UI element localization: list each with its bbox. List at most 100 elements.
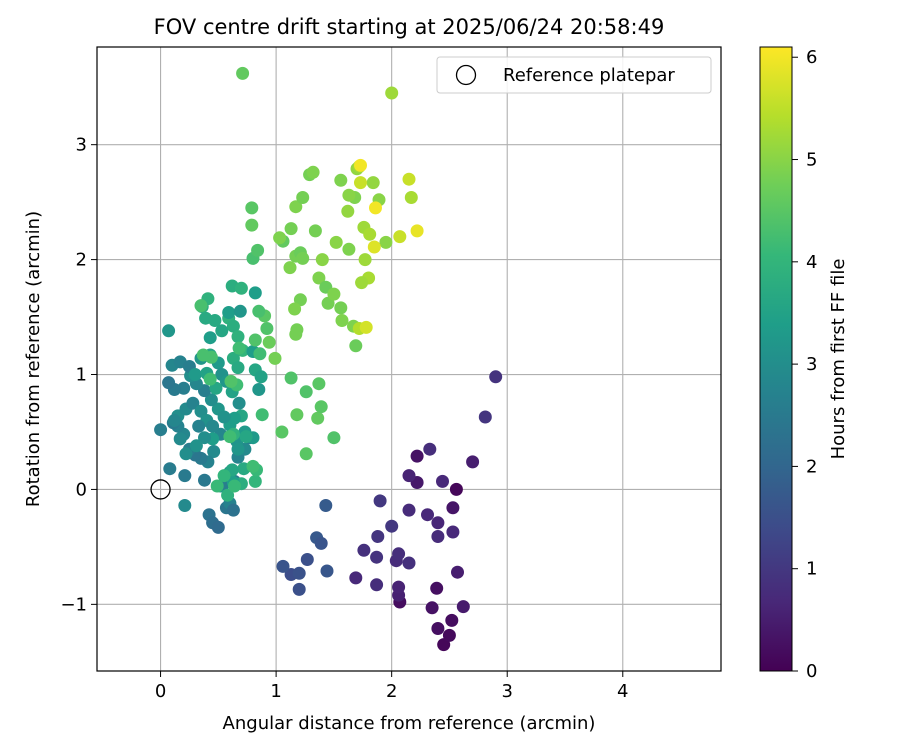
data-point bbox=[349, 339, 363, 353]
legend-reference-marker bbox=[455, 64, 477, 86]
data-point bbox=[288, 302, 302, 316]
colorbar-ticks: 0 1 2 3 4 5 6 bbox=[792, 47, 817, 682]
data-point bbox=[489, 370, 503, 384]
data-point bbox=[421, 508, 434, 522]
colorbar-tick-label: 2 bbox=[806, 456, 817, 477]
data-point bbox=[367, 240, 381, 254]
colorbar: 0 1 2 3 4 5 6 Hours from first FF file bbox=[759, 46, 849, 682]
data-point bbox=[189, 439, 203, 453]
data-point bbox=[446, 525, 460, 539]
data-point bbox=[392, 547, 406, 561]
data-point bbox=[402, 172, 416, 186]
colorbar-tick-label: 6 bbox=[806, 47, 817, 68]
data-point bbox=[327, 431, 341, 445]
data-point bbox=[231, 330, 245, 344]
data-point bbox=[449, 482, 463, 496]
data-point bbox=[222, 306, 236, 319]
data-point bbox=[275, 425, 289, 439]
data-point bbox=[217, 410, 231, 424]
data-point bbox=[290, 408, 304, 422]
data-point bbox=[178, 499, 192, 512]
y-tick-label: 3 bbox=[76, 135, 87, 156]
data-point bbox=[228, 479, 241, 493]
data-point bbox=[300, 553, 314, 566]
data-point bbox=[246, 459, 260, 473]
x-tick-label: 2 bbox=[386, 681, 397, 702]
data-point bbox=[253, 347, 267, 361]
legend-box bbox=[436, 56, 712, 94]
data-point bbox=[431, 622, 445, 635]
data-point bbox=[224, 374, 238, 388]
colorbar-gradient bbox=[759, 46, 793, 672]
data-point bbox=[363, 227, 377, 241]
data-point bbox=[268, 351, 282, 365]
data-point bbox=[393, 230, 407, 244]
data-point bbox=[334, 173, 348, 187]
data-point bbox=[431, 516, 445, 530]
data-point bbox=[192, 419, 206, 433]
data-point bbox=[354, 158, 367, 172]
data-point bbox=[451, 565, 464, 579]
data-point bbox=[179, 447, 193, 461]
data-point bbox=[245, 218, 259, 232]
data-point bbox=[373, 494, 387, 508]
data-point bbox=[349, 571, 363, 585]
data-point bbox=[228, 411, 241, 425]
data-point bbox=[342, 242, 356, 256]
data-point bbox=[178, 469, 192, 483]
legend-label: Reference platepar bbox=[503, 65, 675, 86]
data-point bbox=[231, 361, 245, 375]
data-point bbox=[217, 469, 231, 483]
data-point bbox=[446, 501, 460, 515]
data-point bbox=[314, 536, 328, 550]
y-tick-label: 2 bbox=[76, 250, 87, 271]
data-point bbox=[167, 414, 181, 427]
data-point bbox=[186, 396, 200, 410]
data-point bbox=[436, 474, 449, 488]
data-point bbox=[248, 286, 262, 300]
x-tick-label: 0 bbox=[155, 681, 166, 702]
y-tick-label: 0 bbox=[76, 479, 87, 500]
data-point bbox=[425, 601, 439, 615]
data-point bbox=[254, 370, 268, 384]
data-point bbox=[334, 301, 348, 315]
y-axis-label: Rotation from reference (arcmin) bbox=[23, 211, 44, 507]
colorbar-tick-label: 4 bbox=[806, 252, 817, 273]
data-point bbox=[255, 408, 269, 422]
data-point bbox=[236, 66, 250, 80]
data-point bbox=[385, 519, 399, 533]
data-point bbox=[292, 582, 306, 596]
data-point bbox=[371, 530, 385, 543]
data-point bbox=[335, 314, 349, 327]
data-point bbox=[329, 235, 343, 249]
reference-marker bbox=[150, 479, 171, 500]
data-point bbox=[284, 371, 298, 385]
data-point bbox=[319, 499, 333, 512]
data-point bbox=[163, 462, 177, 476]
data-point bbox=[215, 324, 229, 338]
data-point bbox=[232, 396, 246, 410]
data-point bbox=[203, 331, 217, 345]
data-point bbox=[431, 530, 445, 543]
data-point bbox=[466, 455, 480, 469]
data-point bbox=[341, 204, 355, 218]
data-point bbox=[402, 503, 416, 517]
data-point bbox=[358, 253, 372, 267]
colorbar-tick-label: 3 bbox=[806, 354, 817, 375]
data-point bbox=[234, 281, 248, 295]
data-point bbox=[231, 442, 245, 456]
data-point bbox=[402, 556, 416, 570]
data-point bbox=[392, 580, 406, 594]
y-axis-ticks: −1 0 1 2 3 bbox=[60, 135, 97, 615]
data-point bbox=[188, 368, 202, 381]
data-point bbox=[162, 324, 176, 338]
data-point bbox=[223, 430, 237, 444]
x-tick-label: 1 bbox=[270, 681, 281, 702]
grid bbox=[97, 47, 721, 671]
data-point bbox=[308, 224, 322, 238]
data-point bbox=[226, 503, 240, 517]
data-point bbox=[162, 376, 176, 390]
data-point bbox=[456, 600, 470, 614]
data-point bbox=[251, 243, 265, 257]
